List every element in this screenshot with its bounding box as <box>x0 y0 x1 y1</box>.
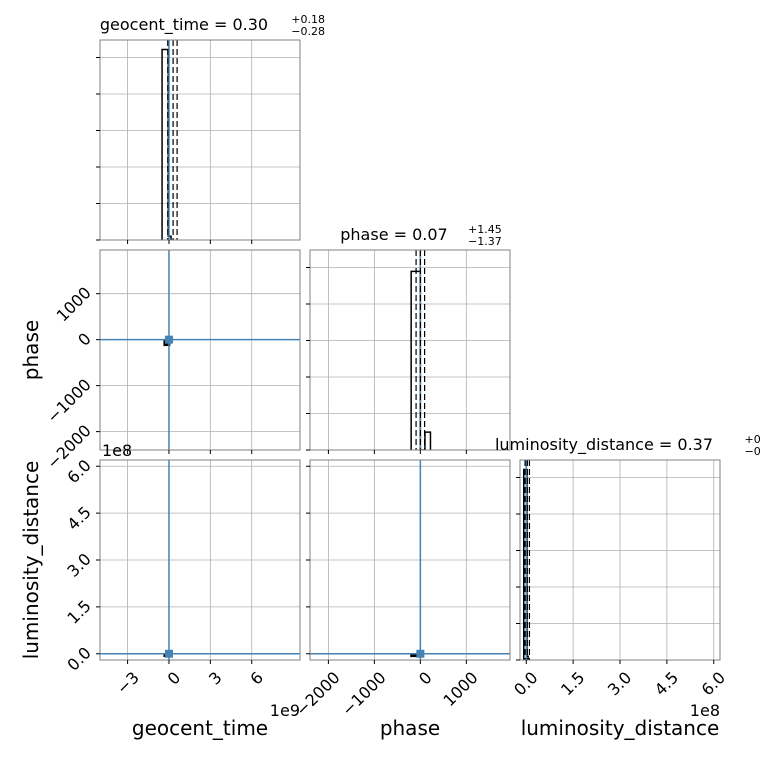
panel-title-geocent_time: geocent_time = 0.30 <box>100 15 268 35</box>
truth-marker-geocent_time-luminosity_distance <box>164 649 173 658</box>
ytick-label-luminosity_distance-1: 1.5 <box>63 596 94 627</box>
ytick-label-luminosity_distance-2: 3.0 <box>63 549 94 580</box>
xtick-label-luminosity_distance-3: 4.5 <box>651 668 682 699</box>
xtick-label-luminosity_distance-2: 3.0 <box>604 668 635 699</box>
xaxis-offset-geocent_time: 1e9 <box>270 701 300 720</box>
title-main-luminosity_distance: luminosity_distance <box>495 435 654 455</box>
title-value-phase: = 0.07 <box>389 225 448 244</box>
title-main-phase: phase <box>340 225 388 244</box>
xaxis-label-geocent_time: geocent_time <box>132 716 268 740</box>
ytick-label-luminosity_distance-3: 4.5 <box>63 503 94 534</box>
histogram-panel-geocent_time <box>100 40 300 240</box>
yaxis-label-luminosity_distance: luminosity_distance <box>19 461 43 660</box>
panel-frame-1-0 <box>99 249 301 451</box>
title-minus-phase: −1.37 <box>468 235 502 248</box>
panel-geocent_time-vs-luminosity_distance <box>100 460 300 660</box>
histogram-panel-luminosity_distance <box>520 460 720 660</box>
ytick-label-phase-1: −1000 <box>43 375 95 427</box>
panel-title-phase: phase = 0.07 <box>340 225 447 244</box>
xtick-label-geocent_time-3: 6 <box>246 668 267 689</box>
panel-title-luminosity_distance: luminosity_distance = 0.37 <box>495 435 713 455</box>
title-main-geocent_time: geocent_time <box>100 15 209 35</box>
title-plus-luminosity_distance: +0.17 <box>745 433 760 446</box>
title-plus-geocent_time: +0.18 <box>291 13 325 26</box>
xaxis-label-phase: phase <box>380 716 440 740</box>
xtick-label-geocent_time-1: 0 <box>164 668 185 689</box>
truth-marker-geocent_time-phase <box>164 335 173 344</box>
xtick-label-luminosity_distance-4: 6.0 <box>698 668 729 699</box>
xtick-label-luminosity_distance-1: 1.5 <box>557 668 588 699</box>
xaxis-offset-luminosity_distance: 1e8 <box>690 701 720 720</box>
histogram-phase <box>410 270 432 450</box>
ytick-label-phase-3: 1000 <box>53 283 95 325</box>
xaxis-label-luminosity_distance: luminosity_distance <box>521 716 720 740</box>
ytick-label-phase-2: 0 <box>74 329 95 350</box>
xtick-label-phase-2: 0 <box>415 668 436 689</box>
title-minus-luminosity_distance: −0.36 <box>745 445 760 458</box>
xtick-label-geocent_time-2: 3 <box>205 668 226 689</box>
xtick-label-geocent_time-0: −3 <box>113 668 143 698</box>
xtick-label-phase-3: 1000 <box>439 668 481 710</box>
title-plus-phase: +1.45 <box>468 223 502 236</box>
panel-frame-0-0 <box>99 39 301 241</box>
title-value-luminosity_distance: = 0.37 <box>654 435 713 454</box>
yaxis-offset-luminosity_distance: 1e8 <box>102 441 132 460</box>
xtick-label-luminosity_distance-0: 0.0 <box>510 668 541 699</box>
panel-frame-1-1 <box>309 249 511 451</box>
xtick-label-phase-1: −1000 <box>338 668 390 720</box>
ytick-label-luminosity_distance-0: 0.0 <box>63 643 94 674</box>
xtick-label-phase-0: −2000 <box>292 668 344 720</box>
title-minus-geocent_time: −0.28 <box>291 25 325 38</box>
histogram-panel-phase <box>310 250 510 450</box>
panel-geocent_time-vs-phase <box>100 250 300 450</box>
panel-phase-vs-luminosity_distance <box>310 460 510 660</box>
yaxis-label-phase: phase <box>19 320 43 380</box>
sample-density-phase-luminosity_distance <box>410 653 422 658</box>
title-value-geocent_time: = 0.30 <box>209 15 268 34</box>
truth-marker-phase-luminosity_distance <box>416 649 425 658</box>
